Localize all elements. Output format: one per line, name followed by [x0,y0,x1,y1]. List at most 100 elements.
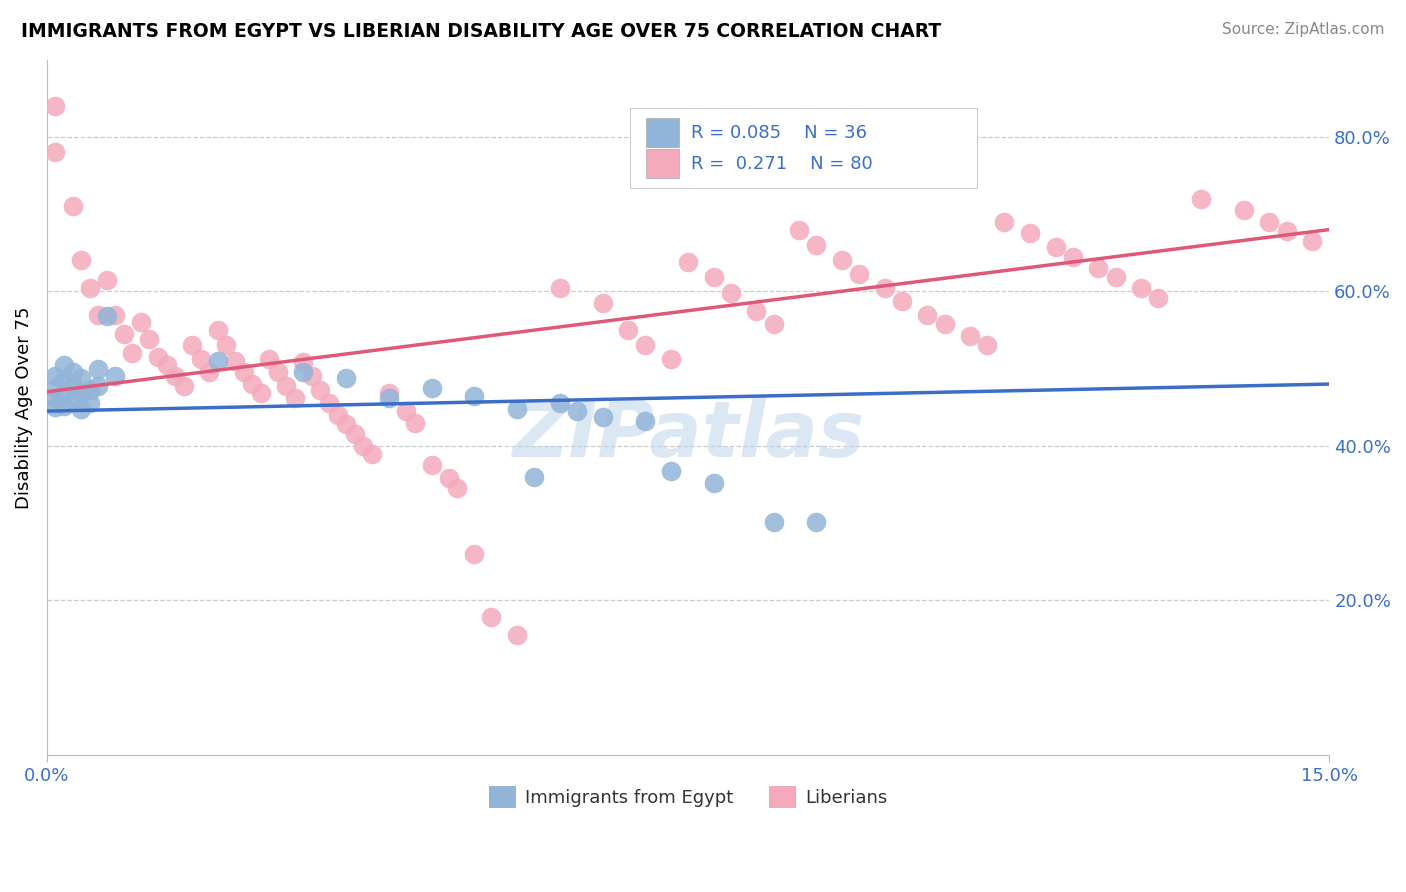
Point [659,464,682,478]
Point [292,366,315,380]
Point [318,396,340,410]
Point [104,308,127,322]
Point [309,384,332,398]
Point [190,352,212,367]
Point [181,338,204,352]
Point [53,358,76,372]
Point [360,447,382,461]
Point [378,386,401,401]
Point [592,296,614,310]
Point [232,366,254,380]
Point [1104,270,1126,285]
Point [257,352,280,367]
Point [1301,234,1323,248]
Point [343,427,366,442]
Point [70,401,93,416]
Point [215,338,238,352]
Point [1275,224,1298,238]
Point [44,401,66,415]
Point [481,610,503,624]
Point [1062,250,1084,264]
Bar [645,118,679,147]
Point [62,199,84,213]
Point [96,273,118,287]
Point [676,255,699,269]
Point [634,338,657,352]
Point [395,404,418,418]
Point [506,628,529,642]
Y-axis label: Disability Age Over 75: Disability Age Over 75 [15,306,32,508]
Point [762,515,785,529]
Point [335,417,357,432]
Point [959,329,981,343]
Point [617,323,640,337]
Point [112,326,135,341]
Point [446,482,468,496]
Bar [645,149,679,178]
Point [352,439,374,453]
Point [198,366,221,380]
Point [1130,280,1153,294]
Point [249,386,271,401]
Point [506,401,529,416]
Point [146,350,169,364]
Point [592,409,614,424]
Point [404,416,426,430]
Point [873,280,896,294]
Point [276,378,298,392]
Text: IMMIGRANTS FROM EGYPT VS LIBERIAN DISABILITY AGE OVER 75 CORRELATION CHART: IMMIGRANTS FROM EGYPT VS LIBERIAN DISABI… [21,22,942,41]
Text: ZIPatlas: ZIPatlas [512,397,865,473]
Point [1258,215,1281,229]
Point [129,315,152,329]
Text: R =  0.271    N = 80: R = 0.271 N = 80 [690,155,872,173]
Point [165,369,187,384]
Text: Source: ZipAtlas.com: Source: ZipAtlas.com [1222,22,1385,37]
Point [44,99,66,113]
Point [993,215,1015,229]
Point [284,391,307,405]
Point [806,238,828,252]
Point [87,308,110,322]
Point [934,317,956,331]
Point [70,386,93,401]
Point [523,470,546,484]
Point [1045,239,1067,253]
Legend: Immigrants from Egypt, Liberians: Immigrants from Egypt, Liberians [481,779,894,815]
Point [463,547,485,561]
Point [787,222,810,236]
Point [1147,291,1170,305]
Point [70,371,93,385]
Point [745,303,768,318]
Point [831,253,853,268]
Point [79,396,101,410]
Point [87,361,110,376]
Point [1019,227,1042,241]
Point [53,386,76,401]
Point [326,408,349,422]
Point [240,377,263,392]
Point [420,381,443,395]
Point [1189,192,1212,206]
Point [548,396,571,410]
Point [79,384,101,398]
Point [890,293,912,308]
Point [1233,203,1256,218]
Point [437,471,460,485]
Point [207,354,229,368]
Bar [630,108,977,188]
Point [44,369,66,384]
Point [917,308,939,322]
Point [104,369,127,384]
Point [96,309,118,323]
Point [44,391,66,405]
Point [224,354,246,368]
Point [659,352,682,367]
Point [806,515,828,529]
Point [173,378,195,392]
Point [420,458,443,473]
Point [703,475,725,490]
Point [720,285,742,300]
Point [44,381,66,395]
Point [53,399,76,413]
Text: R = 0.085    N = 36: R = 0.085 N = 36 [690,124,866,142]
